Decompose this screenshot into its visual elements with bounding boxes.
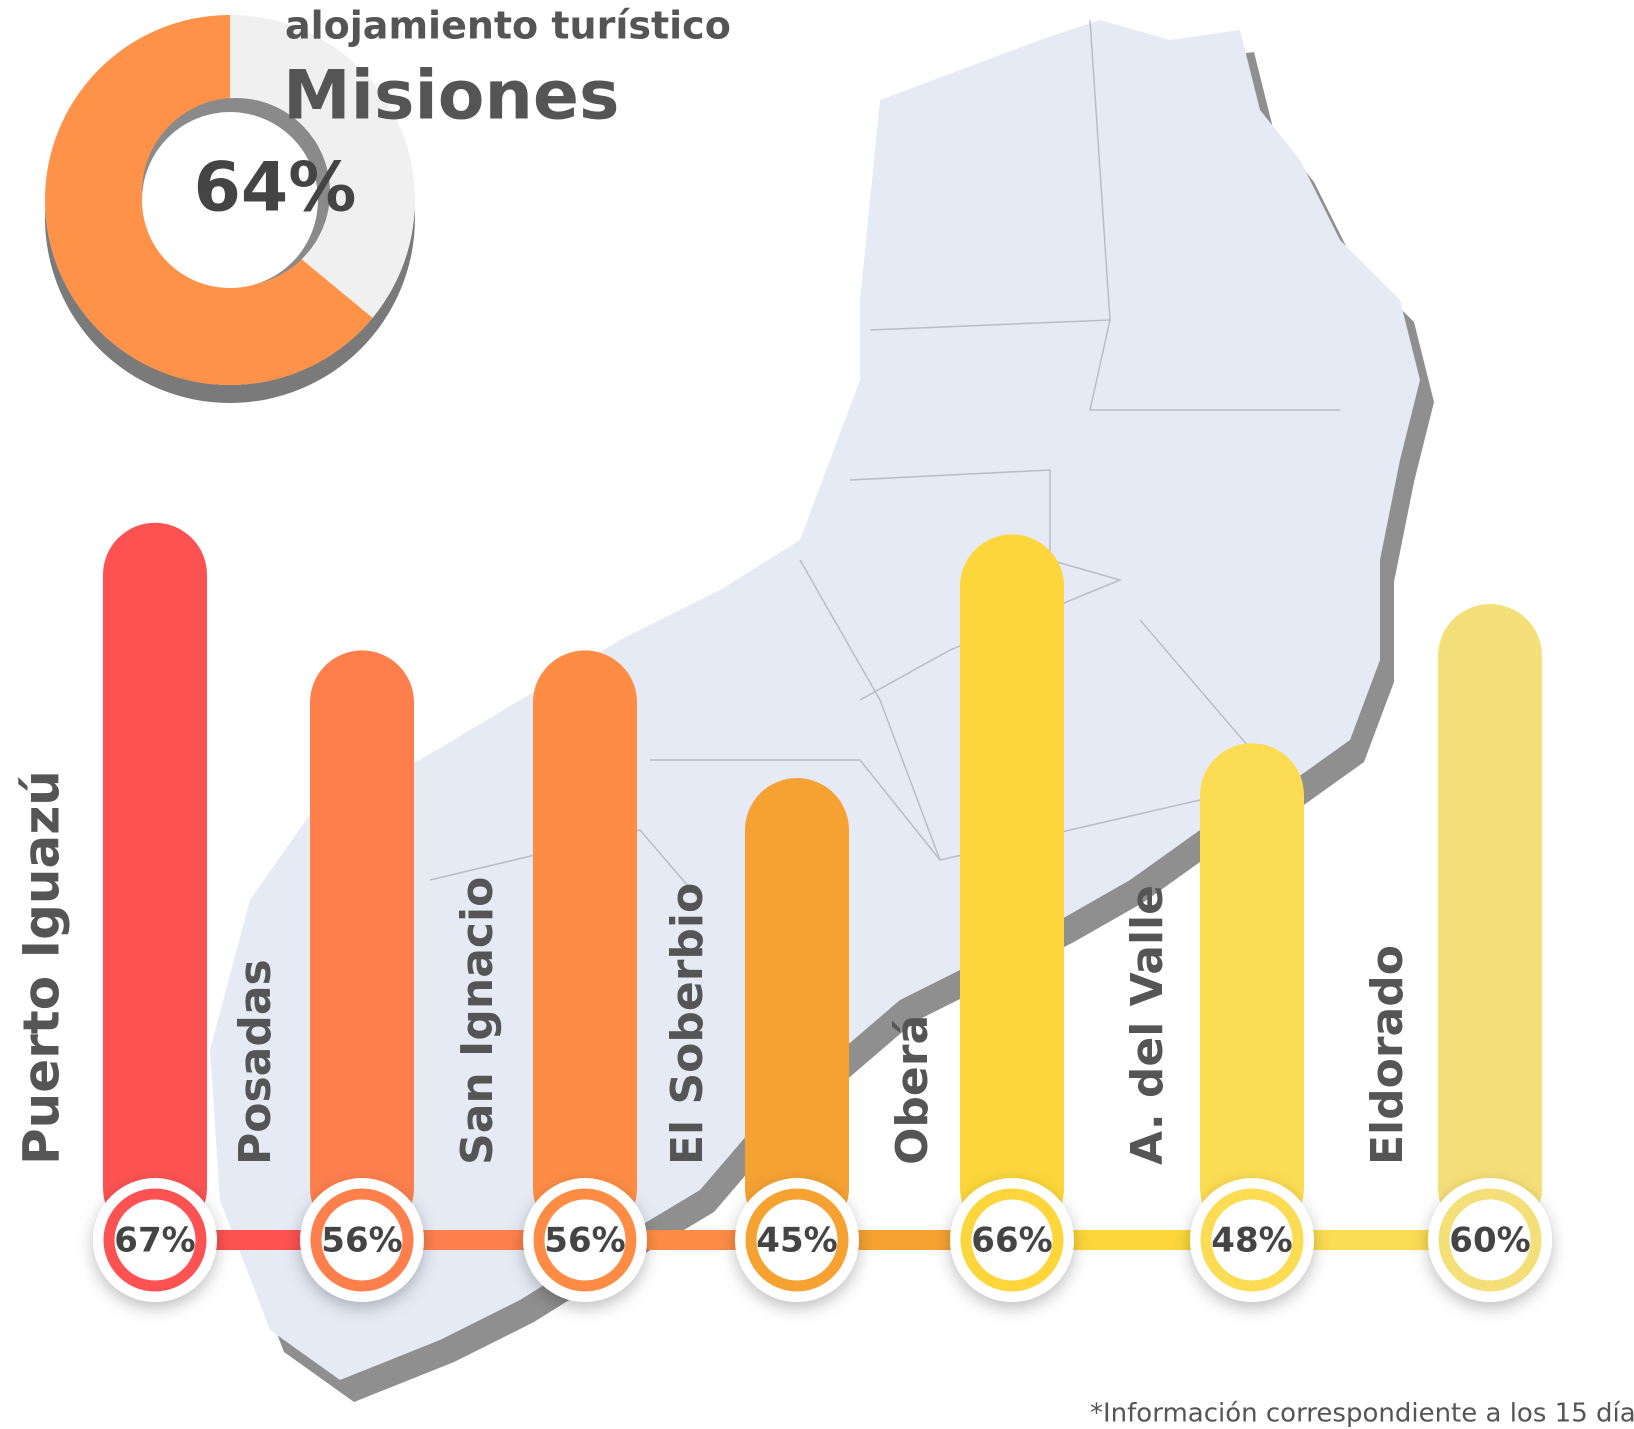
donut-subtitle: alojamiento turístico [285,4,731,48]
value-label: 48% [1211,1221,1292,1261]
value-ring [1200,1188,1304,1292]
bar [310,650,414,1240]
bar [1200,743,1304,1240]
category-label: Puerto Iguazú [13,770,71,1165]
category-label: El Soberbio [662,883,713,1165]
connector [1072,1230,1192,1250]
donut-value: 64% [194,149,357,228]
value-label: 56% [321,1221,402,1261]
donut: 64% [44,15,415,403]
value-ring [310,1188,414,1292]
value-ring [533,1188,637,1292]
value-label: 66% [971,1221,1052,1261]
map-border [869,319,1111,331]
map-border [650,759,1201,861]
value-ring [745,1188,849,1292]
category-label: Posadas [230,959,281,1165]
map-border [1089,19,1340,411]
bar [1438,604,1542,1240]
donut-title: Misiones [283,57,619,136]
category-label: A. del Valle [1122,885,1173,1165]
bar [533,650,637,1240]
value-ring [103,1188,207,1292]
map-border [799,559,941,861]
bar [960,534,1064,1240]
footnote: *Información correspondiente a los 15 dí… [1090,1399,1634,1429]
map-border [849,469,1123,701]
map-border [429,829,701,901]
connector [857,1230,952,1250]
map-border [1139,619,1261,761]
connector [422,1230,525,1250]
bar [745,778,849,1240]
category-label: San Ignacio [452,877,503,1165]
map-shape [210,20,1420,1380]
connector [645,1230,737,1250]
donut-segment [44,15,373,386]
map [210,19,1434,1402]
donut-hole [142,112,318,288]
value-label: 45% [756,1221,837,1261]
value-label: 60% [1449,1221,1530,1261]
category-label: Eldorado [1362,945,1413,1165]
bar [103,522,207,1240]
connector [1312,1230,1430,1250]
value-label: 67% [114,1221,195,1261]
value-label: 56% [544,1221,625,1261]
value-ring [1438,1188,1542,1292]
connector [215,1230,302,1250]
category-label: Oberá [887,1015,938,1165]
bar-chart: 67% Puerto Iguazú 56% Posadas 56% San Ignacio… [13,522,1552,1302]
value-ring [960,1188,1064,1292]
